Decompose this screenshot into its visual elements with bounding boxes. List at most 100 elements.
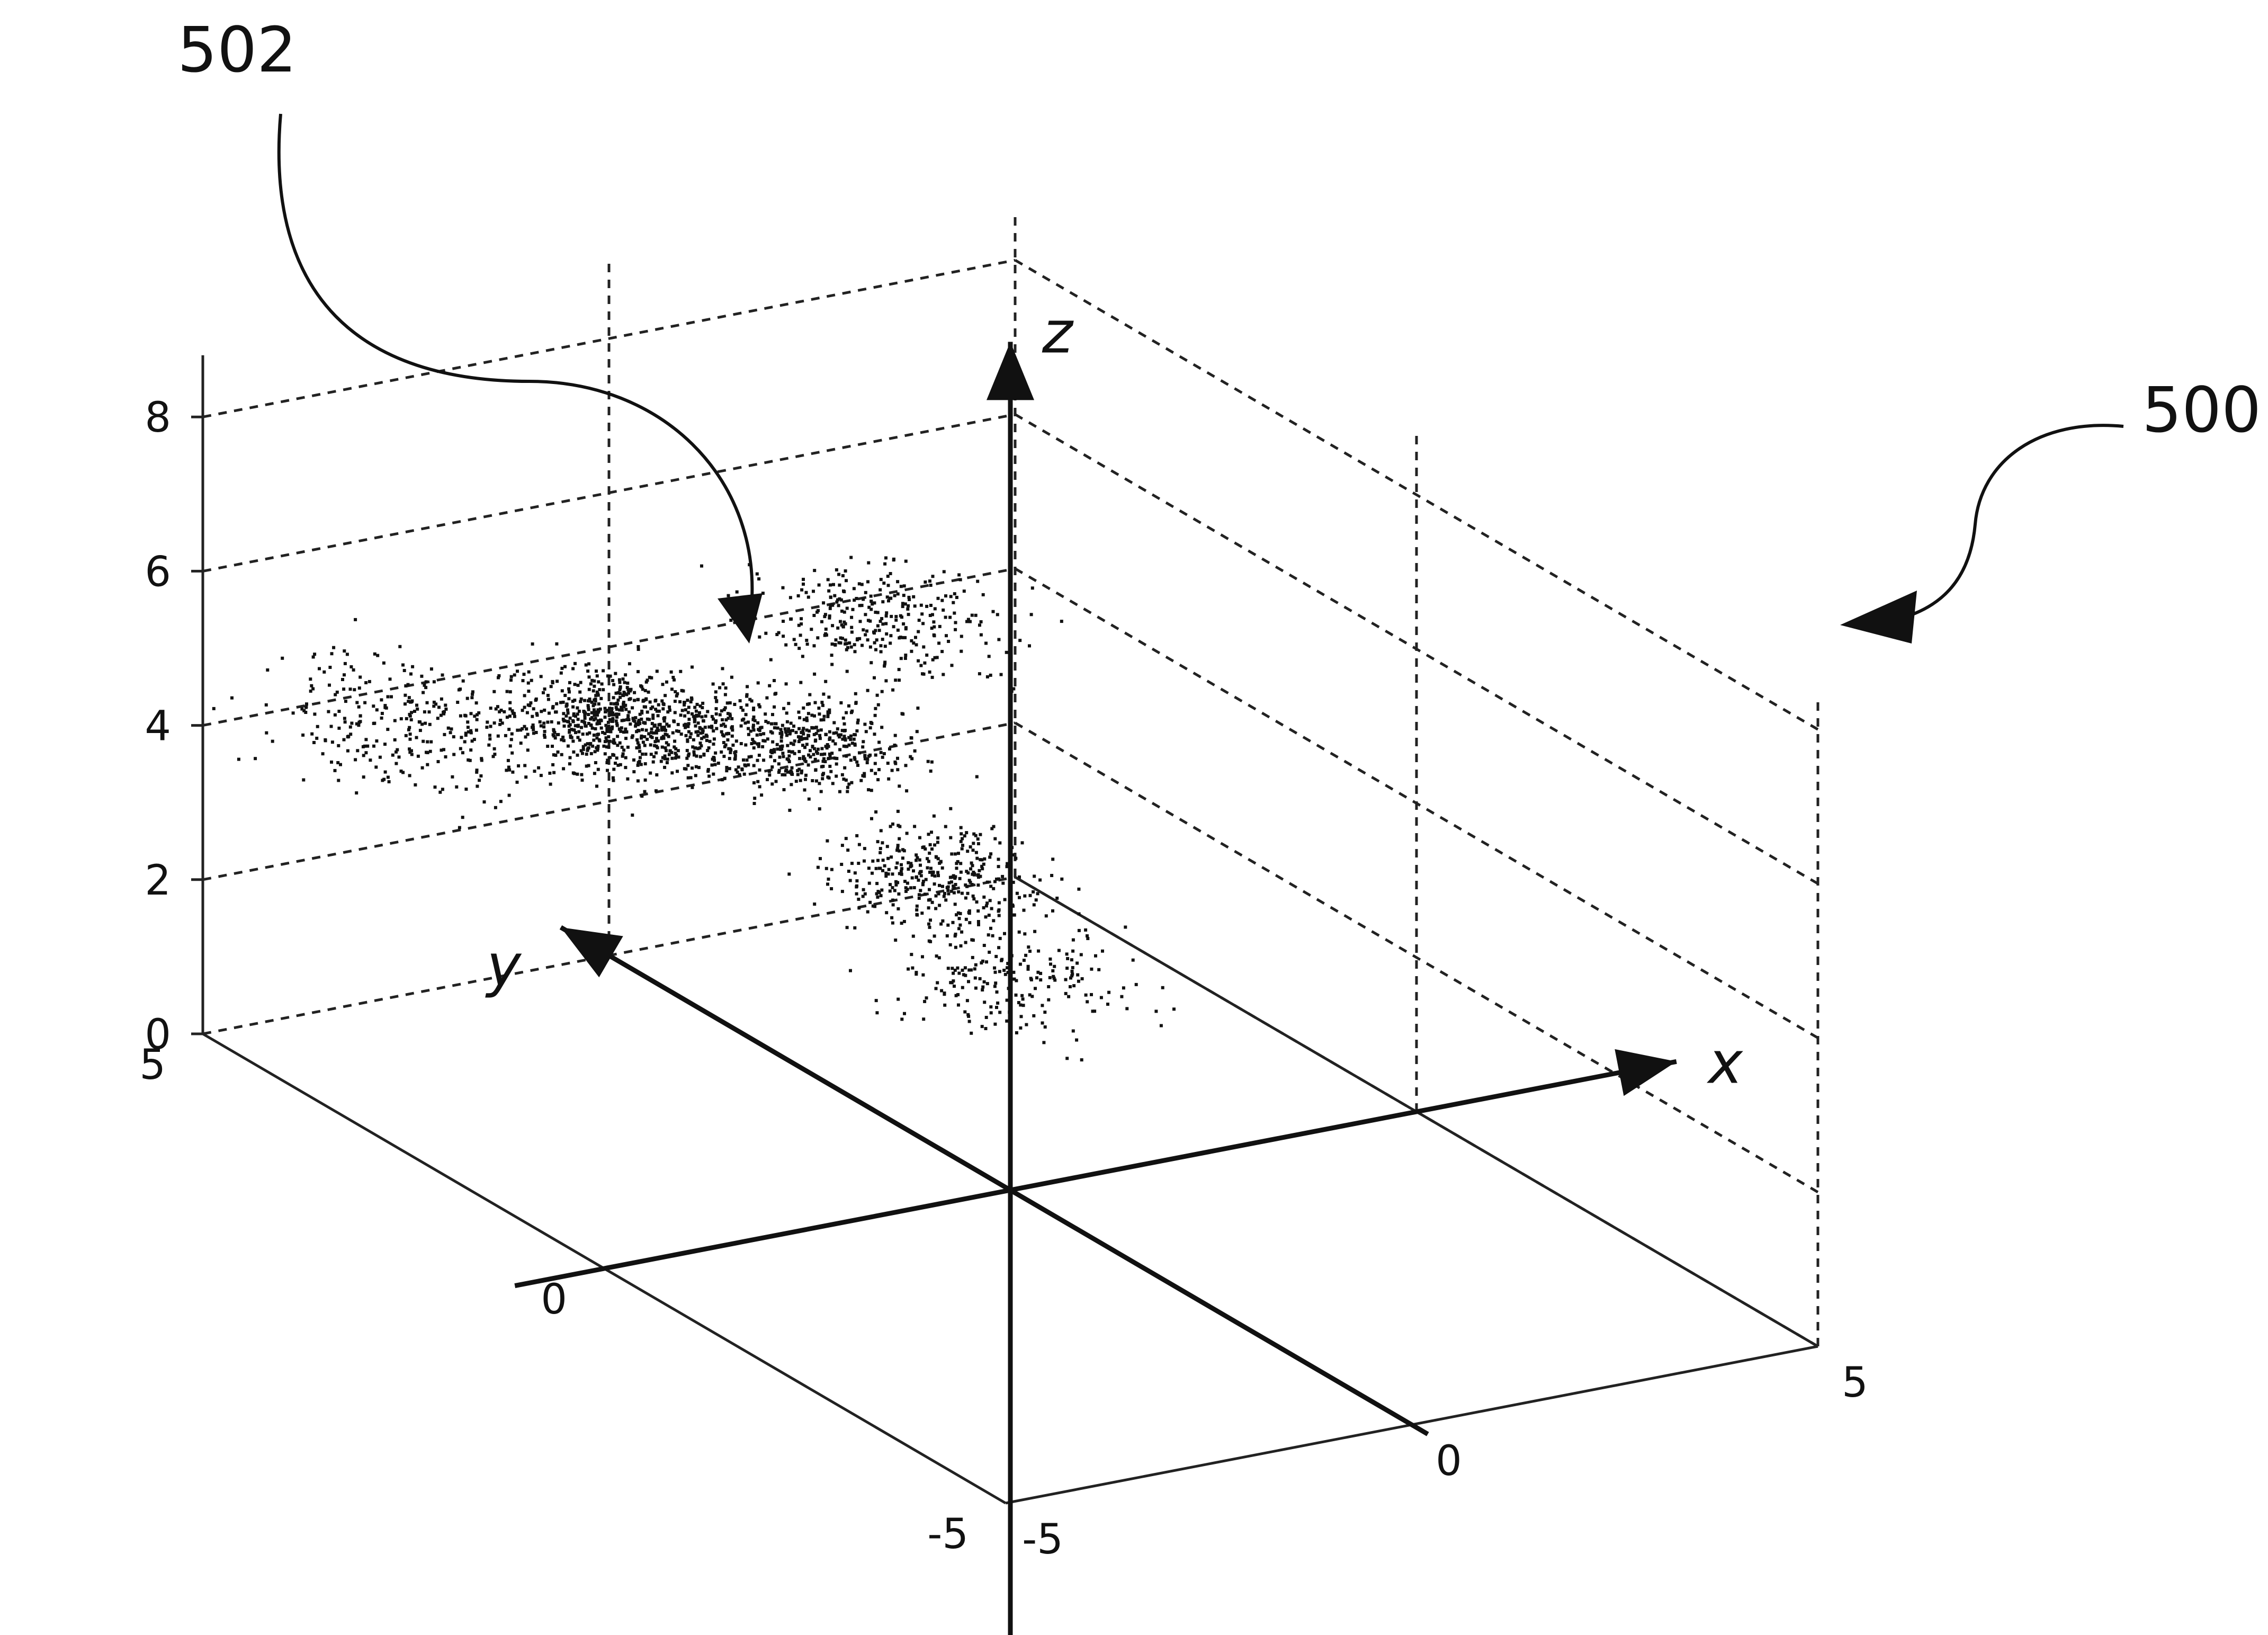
cloud-point	[839, 636, 842, 640]
cloud-point	[1122, 986, 1125, 990]
cloud-point	[638, 746, 641, 749]
cloud-point	[840, 773, 844, 776]
cloud-point	[627, 662, 631, 666]
cloud-point	[596, 748, 599, 752]
cloud-point	[890, 614, 893, 618]
cloud-point	[907, 868, 910, 871]
cloud-point	[809, 755, 812, 758]
cloud-point	[990, 907, 993, 910]
cloud-point	[420, 722, 424, 726]
cloud-point	[655, 709, 659, 713]
cloud-point	[760, 726, 764, 729]
cloud-point	[995, 990, 999, 994]
cloud-point	[910, 649, 913, 653]
cloud-point	[987, 655, 991, 658]
cloud-point	[987, 914, 991, 917]
cloud-point	[900, 863, 903, 866]
cloud-point	[552, 771, 556, 774]
cloud-point	[828, 752, 831, 756]
cloud-point	[1006, 966, 1009, 970]
cloud-point	[1125, 1007, 1129, 1011]
cloud-point	[862, 888, 865, 891]
cloud-point	[958, 912, 962, 915]
cloud-point	[602, 744, 606, 748]
cloud-point	[924, 847, 927, 851]
cloud-point	[763, 739, 767, 743]
cloud-point	[652, 755, 656, 758]
cloud-point	[750, 742, 754, 745]
cloud-point	[839, 701, 843, 704]
cloud-point	[444, 755, 447, 758]
cloud-point	[758, 785, 761, 789]
cloud-point	[503, 710, 506, 713]
cloud-point	[955, 862, 958, 865]
cloud-point	[896, 592, 900, 596]
cloud-point	[444, 707, 448, 711]
cloud-point	[311, 687, 315, 691]
cloud-point	[727, 747, 731, 751]
cloud-point	[932, 814, 936, 818]
cloud-point	[640, 734, 643, 738]
cloud-point	[964, 973, 967, 977]
cloud-point	[934, 894, 938, 898]
cloud-point	[733, 751, 737, 755]
cloud-point	[653, 744, 657, 747]
cloud-point	[686, 725, 690, 728]
cloud-point	[969, 845, 972, 848]
cloud-point	[612, 779, 615, 782]
cloud-point	[443, 732, 446, 736]
cloud-point	[828, 616, 831, 620]
cloud-point	[621, 693, 625, 697]
cloud-point	[1014, 993, 1018, 997]
cloud-point	[871, 602, 874, 606]
cloud-point	[893, 889, 897, 892]
grid-line-back-wall	[202, 567, 1016, 727]
cloud-point	[911, 934, 915, 938]
cloud-point	[925, 604, 929, 608]
cloud-point	[680, 689, 684, 692]
cloud-point	[464, 788, 468, 791]
cloud-point	[318, 667, 321, 671]
cloud-point	[715, 699, 719, 703]
cloud-point	[833, 756, 837, 760]
cloud-point	[451, 775, 454, 779]
cloud-point	[842, 620, 846, 624]
cloud-point	[867, 605, 871, 609]
cloud-point	[809, 749, 812, 753]
cloud-point	[531, 723, 535, 727]
cloud-point	[963, 834, 966, 838]
cloud-point	[757, 745, 760, 748]
cloud-point	[976, 579, 980, 583]
cloud-point	[1020, 994, 1024, 997]
cloud-point	[864, 591, 867, 594]
cloud-point	[362, 754, 365, 757]
cloud-point	[559, 671, 563, 675]
cloud-point	[752, 707, 756, 710]
cloud-point	[1043, 1025, 1047, 1029]
cloud-point	[976, 909, 980, 913]
cloud-point	[850, 630, 854, 634]
cloud-point	[939, 922, 943, 926]
cloud-point	[907, 613, 910, 617]
cloud-point	[508, 714, 512, 718]
cloud-point	[870, 817, 873, 820]
cloud-point	[677, 755, 680, 759]
cloud-point	[611, 679, 615, 682]
cloud-point	[452, 753, 456, 756]
cloud-point	[856, 721, 859, 725]
cloud-point	[623, 692, 626, 695]
cloud-point	[1039, 971, 1043, 975]
cloud-point	[859, 779, 863, 782]
cloud-point	[773, 679, 776, 682]
cloud-point	[417, 720, 421, 723]
cloud-point	[576, 723, 580, 727]
cloud-point	[777, 762, 781, 766]
cloud-point	[646, 717, 649, 721]
cloud-point	[849, 758, 853, 762]
cloud-point	[952, 971, 955, 975]
cloud-point	[892, 625, 895, 629]
cloud-point	[919, 870, 922, 873]
cloud-point	[936, 596, 940, 600]
cloud-point	[753, 741, 757, 745]
cloud-point	[844, 622, 847, 626]
